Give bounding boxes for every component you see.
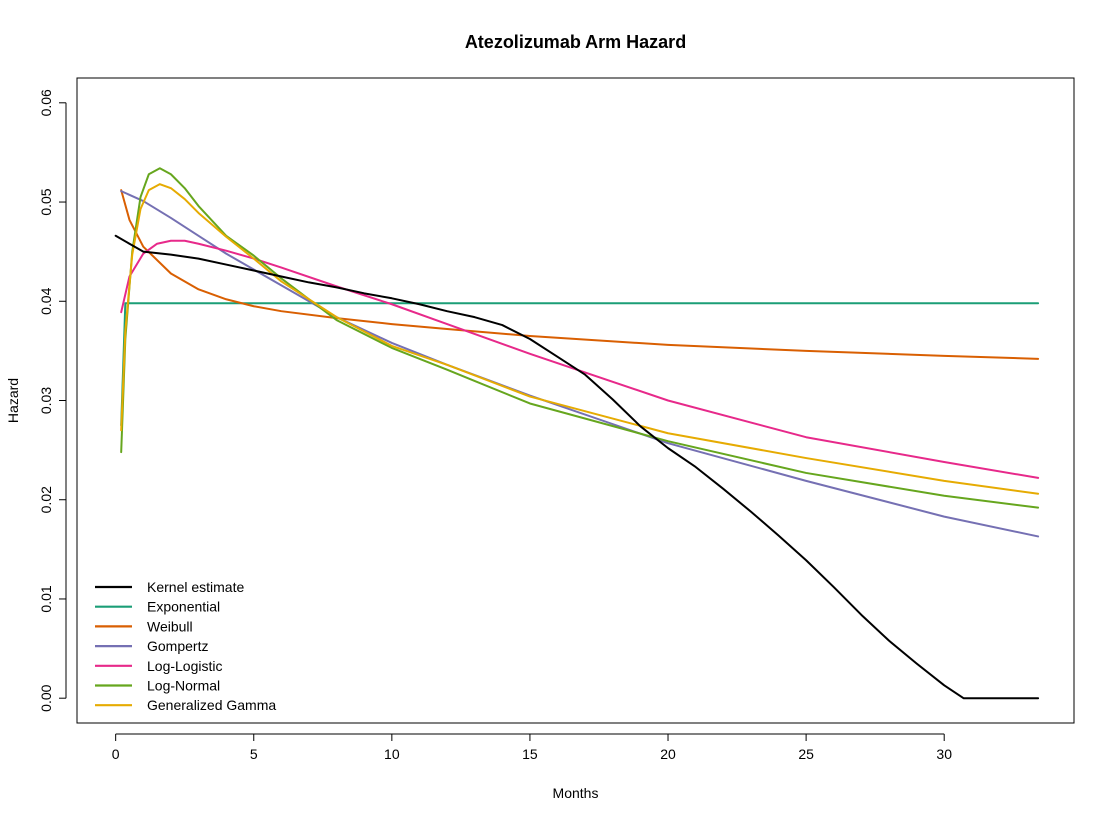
x-tick-label: 0 [112,746,120,762]
legend: Kernel estimate Exponential Weibull Gompert… [95,579,276,713]
legend-label-log-normal: Log-Normal [147,678,220,694]
series-line-gompertz [120,190,1040,538]
legend-label-kernel-estimate: Kernel estimate [147,579,244,595]
series-line-exponential [120,302,1040,427]
legend-label-exponential: Exponential [147,599,220,615]
x-axis: 0 5 10 15 20 25 30 [112,733,952,762]
x-tick-label: 10 [384,746,400,762]
legend-label-log-logistic: Log-Logistic [147,658,223,674]
y-tick-label: 0.06 [38,89,54,116]
y-tick-label: 0.01 [38,585,54,612]
y-tick-label: 0.04 [38,287,54,314]
legend-label-weibull: Weibull [147,618,193,634]
x-tick-label: 20 [660,746,676,762]
series-layer [114,167,1040,700]
x-tick-label: 5 [250,746,258,762]
x-axis-label: Months [553,785,599,801]
series-line-log-normal [120,167,1040,509]
y-axis-label: Hazard [5,378,21,423]
series-line-weibull [120,189,1040,360]
series-line-kernel-estimate [114,234,1040,700]
chart-title: Atezolizumab Arm Hazard [465,32,686,52]
legend-label-generalized-gamma: Generalized Gamma [147,697,276,713]
x-tick-label: 15 [522,746,538,762]
y-axis: 0.00 0.01 0.02 0.03 0.04 0.05 0.06 [38,89,67,712]
x-tick-label: 30 [936,746,952,762]
plot-frame [76,77,1075,724]
legend-label-gompertz: Gompertz [147,638,208,654]
y-tick-label: 0.02 [38,486,54,513]
series-line-generalized-gamma [120,183,1040,495]
x-tick-label: 25 [798,746,814,762]
series-line-log-logistic [120,239,1040,479]
y-tick-label: 0.03 [38,387,54,414]
y-tick-label: 0.00 [38,684,54,711]
y-tick-label: 0.05 [38,188,54,215]
